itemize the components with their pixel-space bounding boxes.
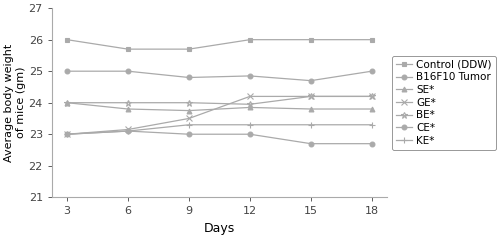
B16F10 Tumor: [64, 70, 70, 73]
Line: GE*: GE*: [64, 94, 374, 137]
BE*: [308, 95, 314, 98]
CE*: [64, 133, 70, 136]
GE*: [125, 128, 131, 131]
B16F10 Tumor: [308, 79, 314, 82]
Control (DDW): [125, 48, 131, 51]
Line: CE*: CE*: [64, 129, 374, 146]
GE*: [369, 95, 375, 98]
CE*: [125, 130, 131, 132]
Control (DDW): [186, 48, 192, 51]
Control (DDW): [247, 38, 253, 41]
Line: B16F10 Tumor: B16F10 Tumor: [64, 69, 374, 83]
Line: SE*: SE*: [64, 100, 374, 113]
Line: Control (DDW): Control (DDW): [64, 37, 374, 52]
Line: KE*: KE*: [64, 121, 375, 138]
CE*: [369, 142, 375, 145]
SE*: [247, 106, 253, 109]
KE*: [308, 123, 314, 126]
KE*: [247, 123, 253, 126]
BE*: [125, 101, 131, 104]
CE*: [308, 142, 314, 145]
B16F10 Tumor: [369, 70, 375, 73]
KE*: [186, 123, 192, 126]
CE*: [186, 133, 192, 136]
Control (DDW): [308, 38, 314, 41]
BE*: [247, 103, 253, 106]
SE*: [186, 109, 192, 112]
GE*: [247, 95, 253, 98]
KE*: [64, 133, 70, 136]
Y-axis label: Average body weight
of mice (gm): Average body weight of mice (gm): [4, 43, 26, 162]
SE*: [64, 101, 70, 104]
GE*: [308, 95, 314, 98]
B16F10 Tumor: [125, 70, 131, 73]
B16F10 Tumor: [186, 76, 192, 79]
X-axis label: Days: Days: [204, 222, 235, 235]
BE*: [369, 95, 375, 98]
Line: BE*: BE*: [64, 93, 375, 108]
GE*: [186, 117, 192, 120]
Control (DDW): [369, 38, 375, 41]
SE*: [369, 108, 375, 110]
BE*: [64, 101, 70, 104]
Legend: Control (DDW), B16F10 Tumor, SE*, GE*, BE*, CE*, KE*: Control (DDW), B16F10 Tumor, SE*, GE*, B…: [392, 56, 496, 150]
B16F10 Tumor: [247, 75, 253, 77]
KE*: [125, 130, 131, 132]
SE*: [308, 108, 314, 110]
CE*: [247, 133, 253, 136]
SE*: [125, 108, 131, 110]
Control (DDW): [64, 38, 70, 41]
GE*: [64, 133, 70, 136]
KE*: [369, 123, 375, 126]
BE*: [186, 101, 192, 104]
